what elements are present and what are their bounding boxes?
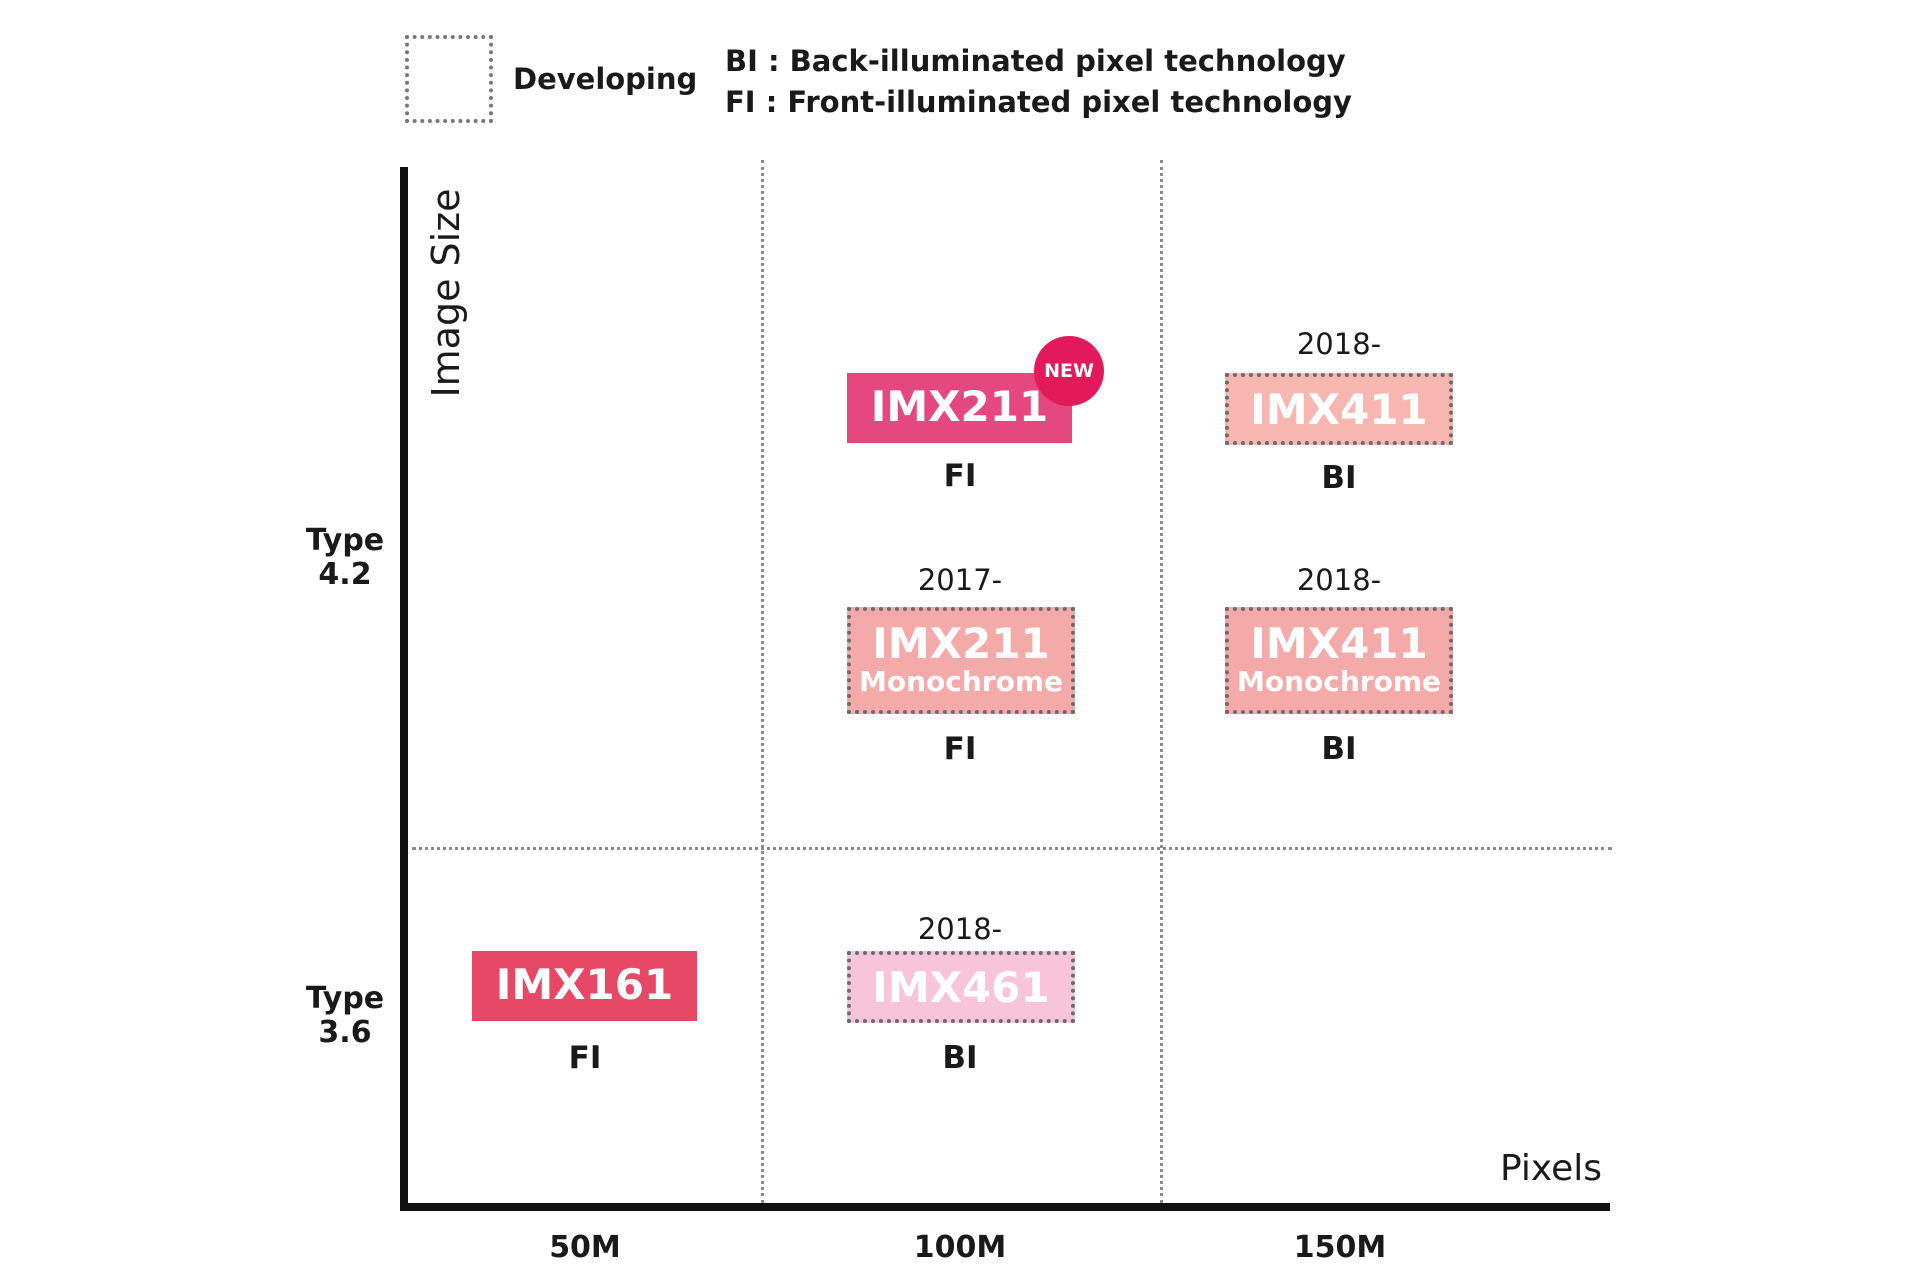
grid-line-vertical [761,160,764,1203]
sensor-imx461: IMX461 [847,951,1075,1023]
developing-legend-swatch [405,35,493,123]
sensor-model: IMX161 [495,960,674,1009]
x-tick-50m: 50M [549,1230,621,1265]
y-tick-value: 3.6 [318,1015,372,1050]
sensor-tech: BI [942,1040,978,1076]
sensor-tech: FI [568,1040,602,1076]
sensor-model: IMX461 [872,963,1050,1012]
sensor-imx211: IMX211 [847,373,1072,443]
sensor-imx211-monochrome: IMX211 Monochrome [847,607,1075,714]
sensor-model: IMX211 [872,619,1050,668]
y-tick-word: Type [305,981,385,1016]
y-tick-value: 4.2 [318,557,372,592]
y-axis-label: Image Size [424,188,468,398]
sensor-imx161: IMX161 [472,951,697,1021]
x-axis-label: Pixels [1500,1148,1603,1189]
x-axis-line [400,1203,1610,1211]
grid-line-vertical [1160,160,1163,1203]
legend-fi-text: FI : Front-illuminated pixel technology [725,85,1352,119]
sensor-variant: Monochrome [1236,665,1441,698]
x-tick-150m: 150M [1293,1230,1387,1265]
grid-line-horizontal [412,847,1612,850]
sensor-imx411-monochrome: IMX411 Monochrome [1225,607,1453,714]
y-tick-type-4-2: Type 4.2 [295,524,395,592]
sensor-variant: Monochrome [858,665,1063,698]
sensor-year: 2018- [917,912,1003,946]
sensor-model: IMX411 [1250,385,1428,434]
y-axis-line [400,167,408,1211]
sensor-year: 2018- [1296,563,1382,597]
x-tick-100m: 100M [913,1230,1007,1265]
y-tick-word: Type [305,523,385,558]
sensor-model: IMX411 [1250,619,1428,668]
sensor-tech: FI [943,731,977,767]
sensor-year: 2017- [917,563,1003,597]
new-badge: NEW [1034,336,1104,406]
legend-developing-label: Developing [513,62,698,96]
sensor-year: 2018- [1296,327,1382,361]
sensor-tech: BI [1321,460,1357,496]
legend-bi-text: BI : Back-illuminated pixel technology [725,44,1346,78]
sensor-tech: BI [1321,731,1357,767]
y-tick-type-3-6: Type 3.6 [295,982,395,1050]
sensor-tech: FI [943,458,977,494]
sensor-model: IMX211 [870,382,1049,431]
sensor-imx411: IMX411 [1225,373,1453,445]
